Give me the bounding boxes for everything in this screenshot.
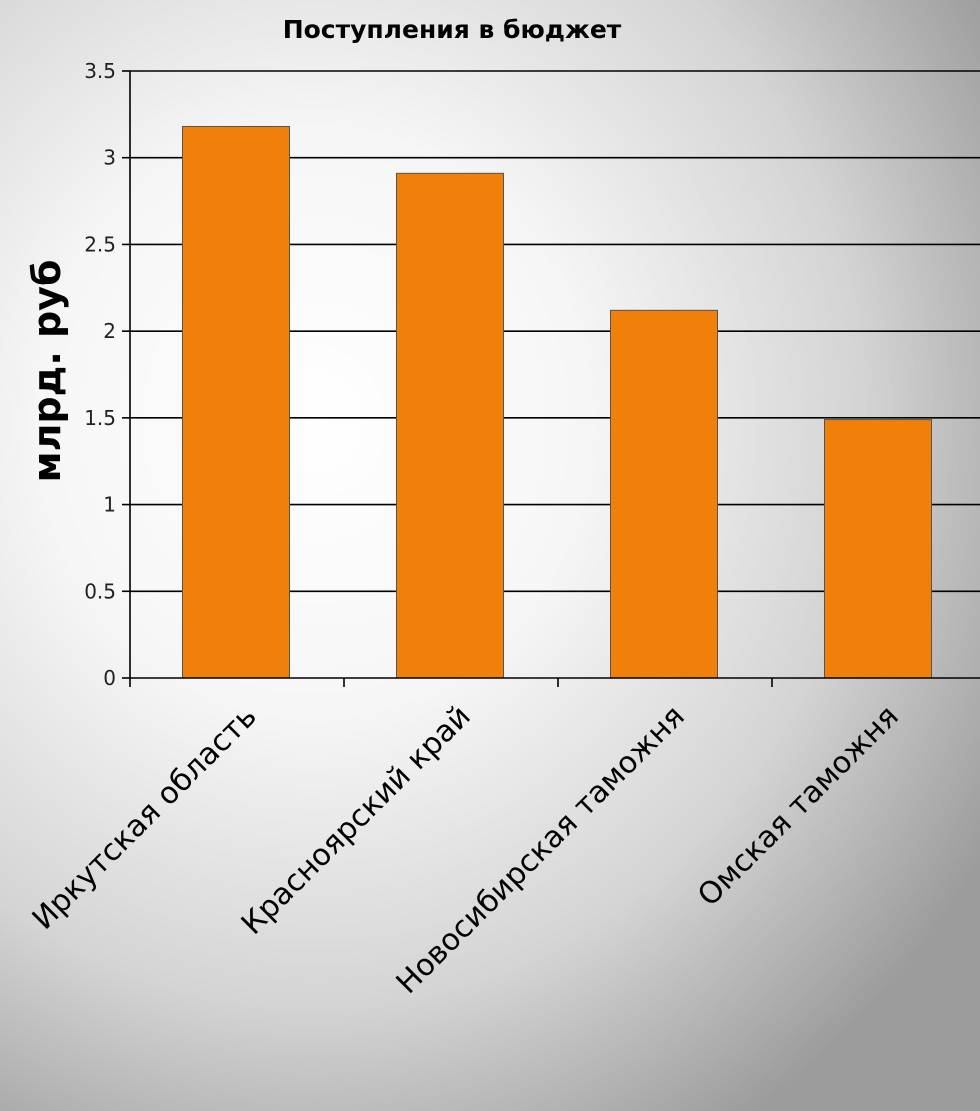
chart-title: Поступления в бюджет	[283, 15, 622, 44]
bar	[182, 125, 290, 679]
y-tick-label: 1	[103, 493, 116, 517]
y-tick-label: 3.5	[84, 59, 116, 83]
bars	[182, 125, 932, 679]
y-axis-label: млрд. руб	[25, 260, 69, 483]
bar	[610, 309, 718, 679]
y-tick-label: 3	[103, 146, 116, 170]
y-tick-labels: 0 0.5 1 1.5 2 2.5 3 3.5	[84, 59, 116, 690]
y-tick-label: 0	[103, 666, 116, 690]
y-tick-label: 2	[103, 319, 116, 343]
y-tick-label: 2.5	[84, 232, 116, 256]
axes	[129, 71, 980, 687]
x-tick-label: Иркутская область	[26, 699, 264, 937]
y-tick-label: 1.5	[84, 406, 116, 430]
bar	[824, 419, 932, 679]
x-tick-label: Омская таможня	[691, 699, 906, 914]
y-tick-label: 0.5	[84, 579, 116, 603]
x-tick-label: Красноярский край	[235, 699, 478, 942]
bar	[396, 172, 504, 679]
